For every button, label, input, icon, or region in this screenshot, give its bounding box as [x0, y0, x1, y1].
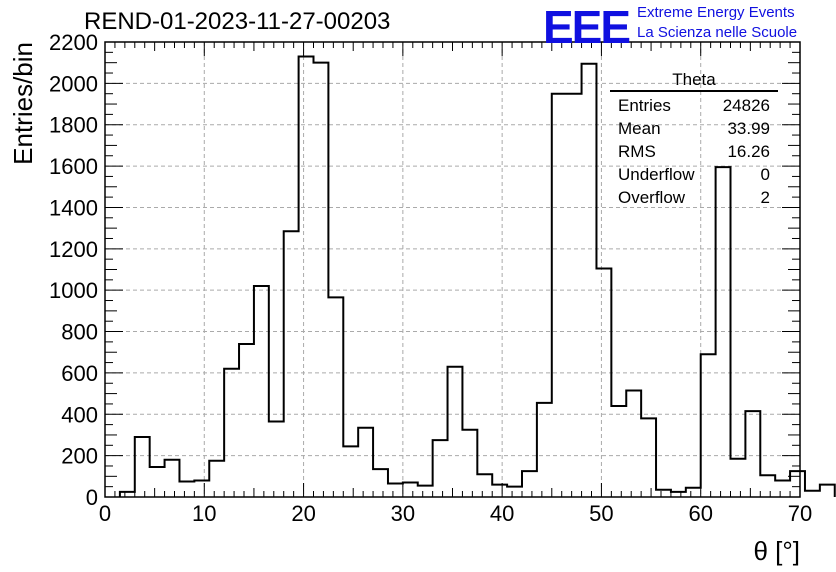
stats-title: Theta — [610, 70, 778, 92]
x-tick-label: 0 — [99, 501, 111, 526]
y-tick-label: 600 — [61, 361, 98, 386]
stats-value: 2 — [760, 188, 770, 207]
stats-label: RMS — [618, 142, 656, 161]
stats-row-mean: Mean 33.99 — [610, 117, 778, 140]
stats-label: Entries — [618, 96, 671, 115]
y-tick-label: 1200 — [49, 237, 98, 262]
stats-value: 24826 — [722, 96, 770, 115]
stats-box: Theta Entries 24826 Mean 33.99 RMS 16.26 Un… — [610, 70, 778, 209]
x-tick-label: 20 — [291, 501, 315, 526]
y-tick-label: 1400 — [49, 195, 98, 220]
stats-row-underflow: Underflow 0 — [610, 163, 778, 186]
y-tick-label: 1600 — [49, 154, 98, 179]
grid-lines — [105, 42, 800, 497]
y-tick-label: 400 — [61, 402, 98, 427]
x-tick-label: 40 — [490, 501, 514, 526]
logo-line-2: La Scienza nelle Scuole — [637, 24, 798, 41]
stats-row-overflow: Overflow 2 — [610, 186, 778, 209]
y-tick-label: 2000 — [49, 71, 98, 96]
y-tick-label: 2200 — [49, 30, 98, 55]
stats-row-entries: Entries 24826 — [610, 94, 778, 117]
y-tick-label: 1800 — [49, 113, 98, 138]
y-axis-label: Entries/bin — [8, 42, 38, 165]
x-tick-label: 60 — [688, 501, 712, 526]
stats-label: Mean — [618, 119, 661, 138]
chart-title: REND-01-2023-11-27-00203 — [84, 8, 391, 35]
logo-line-1: Extreme Energy Events — [637, 4, 795, 21]
logo-caption: Extreme Energy Events La Scienza nelle S… — [637, 3, 797, 43]
eee-logo: EEE — [543, 1, 631, 53]
y-tick-label: 800 — [61, 320, 98, 345]
stats-label: Overflow — [618, 188, 686, 207]
stats-value: 16.26 — [727, 142, 770, 161]
stats-label: Underflow — [618, 165, 695, 184]
y-tick-label: 200 — [61, 444, 98, 469]
stats-value: 33.99 — [727, 119, 770, 138]
x-tick-label: 50 — [589, 501, 613, 526]
histogram-step-line — [118, 55, 836, 497]
x-axis-label: θ [°] — [753, 536, 800, 566]
stats-value: 0 — [760, 165, 770, 184]
x-tick-label: 30 — [391, 501, 415, 526]
axis-ticks — [104, 41, 801, 498]
tick-labels: 0 10 20 30 40 50 60 700200400600800100012001400… — [49, 30, 812, 526]
x-tick-label: 70 — [788, 501, 812, 526]
stats-row-rms: RMS 16.26 — [610, 140, 778, 163]
y-tick-label: 0 — [86, 485, 98, 510]
x-tick-label: 10 — [192, 501, 216, 526]
y-tick-label: 1000 — [49, 278, 98, 303]
